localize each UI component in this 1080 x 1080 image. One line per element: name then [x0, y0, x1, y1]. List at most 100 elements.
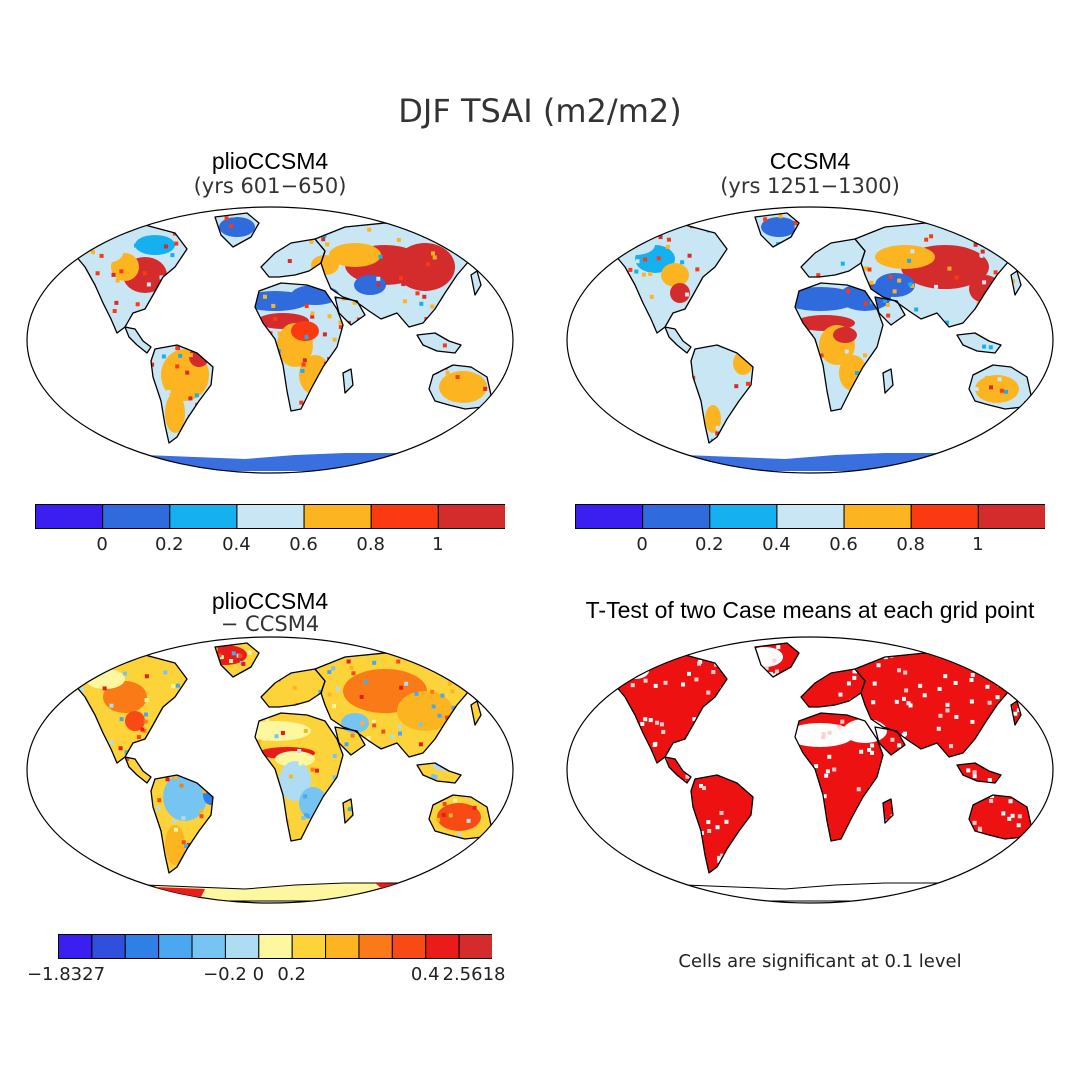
colorbar-swatch: [169, 504, 238, 529]
field-cell: [699, 784, 704, 789]
field-cell: [668, 637, 672, 641]
colorbar-tick-label: 2.5618: [442, 964, 506, 985]
field-cell: [430, 304, 435, 309]
map-frame: [26, 206, 514, 474]
colorbar-swatch: [977, 504, 1045, 529]
field-cell: [184, 844, 189, 849]
field-cell: [136, 735, 141, 740]
field-cell: [776, 645, 781, 650]
field-cell: [60, 432, 64, 436]
coastline-greenland: [754, 642, 800, 678]
field-cell: [174, 241, 179, 246]
colorbar-swatch: [642, 504, 711, 529]
coastline-northAmerica: [74, 654, 188, 764]
field-cell: [1018, 421, 1023, 426]
field-cell: [326, 264, 331, 269]
field-cell: [327, 314, 332, 319]
field-cell: [49, 406, 53, 410]
field-cell: [901, 696, 906, 701]
field-cell: [390, 734, 395, 739]
field-cell: [827, 730, 832, 735]
field-cell: [1040, 853, 1044, 857]
colorbar-swatch: [437, 504, 505, 529]
field-cell: [593, 222, 597, 226]
field-patch: [397, 691, 453, 731]
colorbar-swatch: [709, 504, 778, 529]
field-cell: [1001, 811, 1006, 816]
field-cell: [987, 778, 992, 783]
field-cell: [175, 345, 180, 350]
field-cell: [310, 311, 315, 316]
field-cell: [585, 277, 589, 281]
field-cell: [231, 651, 236, 656]
field-cell: [941, 208, 945, 212]
field-cell: [680, 260, 685, 265]
field-cell: [1016, 708, 1021, 713]
colorbar-swatch: [91, 934, 126, 959]
field-cell: [622, 643, 627, 646]
field-cell: [1007, 426, 1012, 431]
field-cell: [680, 306, 685, 311]
coastline-greenland: [214, 642, 260, 678]
field-cell: [112, 309, 117, 314]
field-cell: [882, 258, 887, 263]
colorbar-swatch: [191, 934, 226, 959]
field-cell: [399, 685, 404, 690]
field-cell: [764, 666, 769, 671]
field-cell: [921, 637, 925, 641]
field-cell: [993, 270, 998, 275]
antarctica-anomaly: [375, 883, 465, 893]
field-cell: [386, 643, 391, 646]
field-cell: [1031, 873, 1035, 877]
field-cell: [477, 444, 481, 448]
field-cell: [415, 291, 420, 296]
field-cell: [322, 332, 327, 337]
coastline-japan: [470, 270, 482, 296]
field-cell: [978, 373, 983, 378]
field-cell: [107, 660, 112, 665]
field-cell: [102, 650, 107, 655]
field-cell: [624, 862, 629, 867]
field-cell: [321, 308, 326, 313]
field-cell: [1017, 814, 1022, 819]
panel-1-title: plioCCSM4: [211, 148, 329, 174]
field-patch: [279, 761, 311, 801]
field-cell: [125, 757, 130, 762]
field-cell: [719, 810, 724, 815]
coastline-greenland: [754, 212, 800, 248]
antarctica: [650, 882, 1012, 902]
field-cell: [634, 269, 639, 274]
field-cell: [116, 637, 120, 641]
field-cell: [338, 320, 343, 325]
field-cell: [854, 363, 859, 368]
field-cell: [976, 217, 981, 222]
field-cell: [988, 385, 993, 390]
field-cell: [594, 440, 598, 444]
field-cell: [42, 435, 46, 439]
field-cell: [981, 213, 986, 217]
field-cell: [636, 653, 641, 658]
field-cell: [157, 798, 162, 803]
field-cell: [890, 737, 895, 742]
field-cell: [971, 222, 976, 227]
field-cell: [953, 680, 958, 685]
field-cell: [271, 303, 276, 308]
coastline-greenland: [214, 212, 260, 248]
colorbar-tick-label: −0.2: [203, 964, 247, 985]
field-cell: [973, 656, 978, 661]
field-cell: [1033, 838, 1037, 842]
field-cell: [990, 644, 995, 649]
field-cell: [914, 240, 919, 245]
colorbar-swatch: [58, 934, 93, 959]
field-cell: [280, 730, 285, 735]
field-cell: [419, 301, 424, 306]
field-cell: [363, 679, 368, 684]
field-cell: [350, 733, 355, 738]
field-cell: [497, 644, 501, 648]
field-cell: [1014, 442, 1019, 443]
field-cell: [950, 214, 955, 219]
field-patch: [705, 405, 721, 433]
field-cell: [908, 703, 913, 708]
field-cell: [99, 253, 104, 258]
field-cell: [827, 754, 832, 759]
